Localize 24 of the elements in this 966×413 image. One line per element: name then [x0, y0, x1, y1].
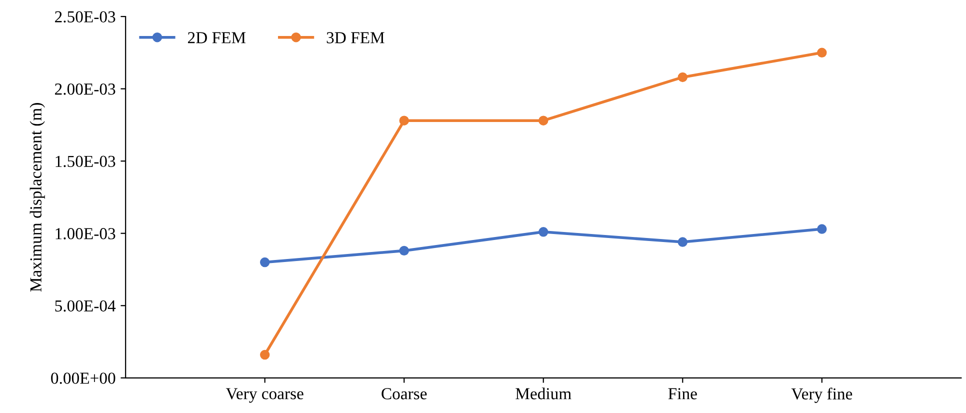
y-tick-label: 2.00E-03: [55, 83, 116, 95]
point: [538, 116, 548, 126]
x-tick-label: Medium: [516, 388, 572, 400]
point: [817, 224, 827, 234]
point: [260, 350, 270, 360]
y-tick-label: 1.50E-03: [56, 156, 116, 168]
x-tick-label: Fine: [668, 388, 697, 400]
point: [260, 257, 270, 268]
x-tick-label: Very coarse: [226, 388, 304, 403]
legend-label: 3D FEM: [326, 32, 384, 44]
point: [678, 237, 688, 247]
point: [399, 116, 409, 126]
y-tick-label: 5.00E-04: [55, 300, 116, 312]
y-axis-title: Maximum displacement (m): [30, 103, 45, 292]
legend-label: 2D FEM: [188, 32, 246, 44]
point: [817, 48, 827, 58]
point: [399, 246, 409, 256]
y-tick-label: 0.00E+00: [51, 372, 116, 384]
x-tick-label: Very fine: [791, 388, 852, 403]
y-tick-label: 1.00E-03: [56, 228, 116, 240]
point: [538, 227, 548, 237]
point: [678, 72, 688, 82]
x-tick-label: Coarse: [382, 388, 427, 400]
y-tick-label: 2.50E-03: [55, 11, 116, 23]
